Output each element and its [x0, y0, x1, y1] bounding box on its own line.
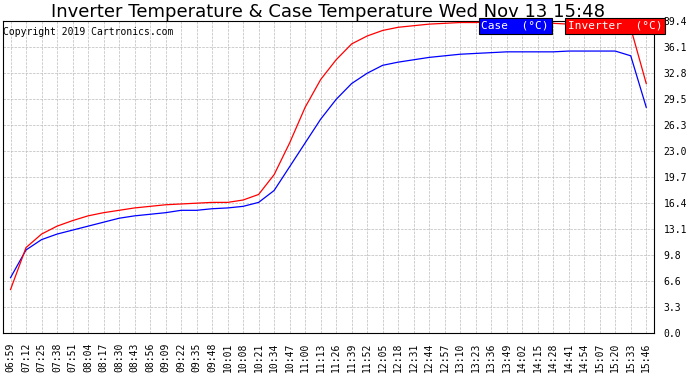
- Text: Case  (°C): Case (°C): [482, 21, 549, 31]
- Text: Inverter  (°C): Inverter (°C): [568, 21, 662, 31]
- Text: Copyright 2019 Cartronics.com: Copyright 2019 Cartronics.com: [3, 27, 174, 37]
- Title: Inverter Temperature & Case Temperature Wed Nov 13 15:48: Inverter Temperature & Case Temperature …: [51, 3, 605, 21]
